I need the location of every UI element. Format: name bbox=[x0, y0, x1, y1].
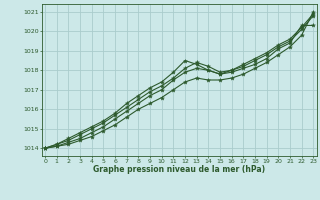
X-axis label: Graphe pression niveau de la mer (hPa): Graphe pression niveau de la mer (hPa) bbox=[93, 165, 265, 174]
